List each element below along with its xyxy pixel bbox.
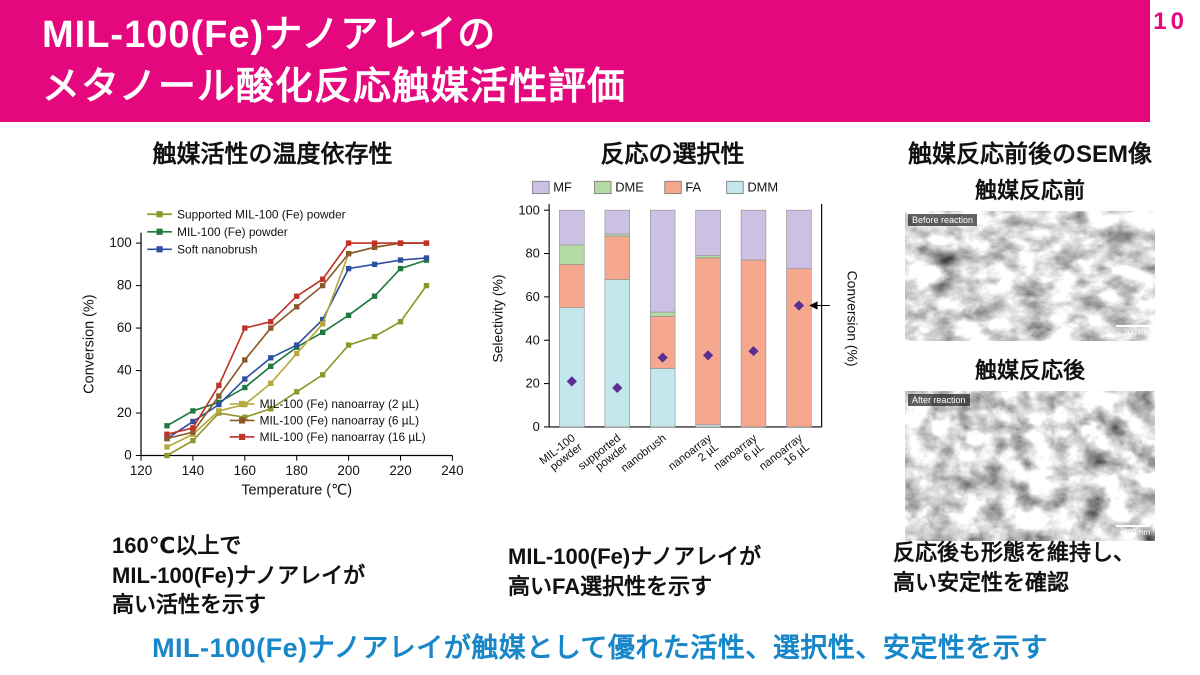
svg-text:DMM: DMM — [747, 180, 778, 195]
sem-section: 触媒反応前後のSEM像 触媒反応前 — [865, 132, 1195, 541]
svg-text:20: 20 — [525, 376, 539, 391]
svg-text:Conversion (%): Conversion (%) — [844, 271, 859, 367]
temperature-section: 触媒活性の温度依存性 120 140 160 180 200 220 240 0 20 40 60 8… — [70, 132, 475, 505]
scalebar-line — [1116, 325, 1150, 327]
selectivity-section-heading: 反応の選択性 — [600, 141, 745, 168]
svg-text:0: 0 — [532, 419, 539, 434]
note-line: 160℃以上で — [112, 533, 242, 558]
sem-before-label: 触媒反応前 — [974, 178, 1085, 203]
svg-text:0: 0 — [124, 448, 131, 463]
svg-text:60: 60 — [116, 320, 131, 335]
svg-text:20: 20 — [116, 405, 131, 420]
note-line: 高いFA選択性を示す — [508, 573, 713, 599]
sem-after-scalebar: 200 nm — [1116, 525, 1150, 537]
svg-text:80: 80 — [525, 246, 539, 261]
sem-after-texture — [905, 391, 1155, 541]
note-line: 高い活性を示す — [112, 592, 267, 618]
sem-image-after: After reaction 200 nm — [905, 391, 1155, 541]
svg-text:160: 160 — [233, 463, 255, 478]
svg-text:DME: DME — [615, 180, 644, 195]
page-number: 10 — [1153, 8, 1188, 35]
svg-text:200: 200 — [337, 463, 359, 478]
svg-text:120: 120 — [129, 463, 151, 478]
scalebar-text: 200 nm — [1123, 328, 1150, 337]
svg-text:MIL-100 (Fe) nanoarray (16 µL): MIL-100 (Fe) nanoarray (16 µL) — [259, 430, 425, 444]
note-line: MIL-100(Fe)ナノアレイが — [112, 562, 366, 588]
svg-text:MF: MF — [553, 180, 572, 195]
selectivity-note: MIL-100(Fe)ナノアレイが 高いFA選択性を示す — [508, 542, 761, 601]
svg-text:220: 220 — [389, 463, 411, 478]
svg-text:FA: FA — [685, 180, 701, 195]
note-line: MIL-100(Fe)ナノアレイが — [508, 544, 762, 569]
svg-text:Soft nanobrush: Soft nanobrush — [177, 242, 257, 256]
selectivity-stacked-bar-chart: 0 20 40 60 80 100 Selectivity (%) Conversion (%… — [489, 180, 859, 475]
sem-note: 反応後も形態を維持し、 高い安定性を確認 — [893, 538, 1135, 597]
slide-title-line-1: MIL-100(Fe)ナノアレイの — [42, 14, 497, 56]
note-line: 反応後も形態を維持し、 — [893, 540, 1136, 565]
svg-text:MIL-100 (Fe) powder: MIL-100 (Fe) powder — [177, 225, 288, 239]
svg-text:100: 100 — [518, 202, 540, 217]
title-banner: MIL-100(Fe)ナノアレイの メタノール酸化反応触媒活性評価 — [0, 0, 1150, 122]
svg-text:MIL-100 (Fe) nanoarray (2 µL): MIL-100 (Fe) nanoarray (2 µL) — [259, 397, 419, 411]
selectivity-section: 反応の選択性 0 20 40 60 80 100 Selectivity (%) Conver… — [475, 132, 870, 493]
svg-text:100: 100 — [109, 235, 131, 250]
sem-image-before: Before reaction 200 nm — [905, 211, 1155, 341]
svg-text:Conversion (%): Conversion (%) — [81, 294, 97, 393]
svg-text:40: 40 — [525, 332, 539, 347]
sem-images-wrap: 触媒反応前 — [905, 173, 1155, 541]
svg-text:Temperature (℃): Temperature (℃) — [241, 483, 352, 499]
svg-text:60: 60 — [525, 289, 539, 304]
svg-text:240: 240 — [441, 463, 463, 478]
sem-after-label: 触媒反応後 — [974, 358, 1085, 383]
sem-after-tag: After reaction — [908, 394, 970, 406]
slide-title-line-2: メタノール酸化反応触媒活性評価 — [42, 66, 626, 109]
svg-text:40: 40 — [116, 363, 131, 378]
svg-text:80: 80 — [116, 278, 131, 293]
svg-text:140: 140 — [181, 463, 203, 478]
scalebar-line — [1116, 525, 1150, 527]
sem-section-heading: 触媒反応前後のSEM像 — [907, 141, 1152, 168]
svg-text:180: 180 — [285, 463, 307, 478]
sem-before-tag: Before reaction — [908, 214, 978, 226]
temperature-note: 160℃以上で MIL-100(Fe)ナノアレイが 高い活性を示す — [112, 531, 365, 620]
svg-text:Supported MIL-100 (Fe) powder: Supported MIL-100 (Fe) powder — [177, 207, 346, 221]
svg-text:Selectivity (%): Selectivity (%) — [489, 274, 505, 362]
temperature-dependence-line-chart: 120 140 160 180 200 220 240 0 20 40 60 80 100 Tempera… — [81, 207, 463, 499]
sem-before-scalebar: 200 nm — [1116, 325, 1150, 337]
scalebar-text: 200 nm — [1123, 528, 1150, 537]
svg-text:MIL-100 (Fe) nanoarray (6 µL): MIL-100 (Fe) nanoarray (6 µL) — [259, 414, 419, 428]
note-line: 高い安定性を確認 — [893, 569, 1070, 595]
temperature-section-heading: 触媒活性の温度依存性 — [152, 141, 393, 168]
conclusion-text: MIL-100(Fe)ナノアレイが触媒として優れた活性、選択性、安定性を示す — [152, 633, 1048, 663]
sem-before-texture — [905, 211, 1155, 341]
